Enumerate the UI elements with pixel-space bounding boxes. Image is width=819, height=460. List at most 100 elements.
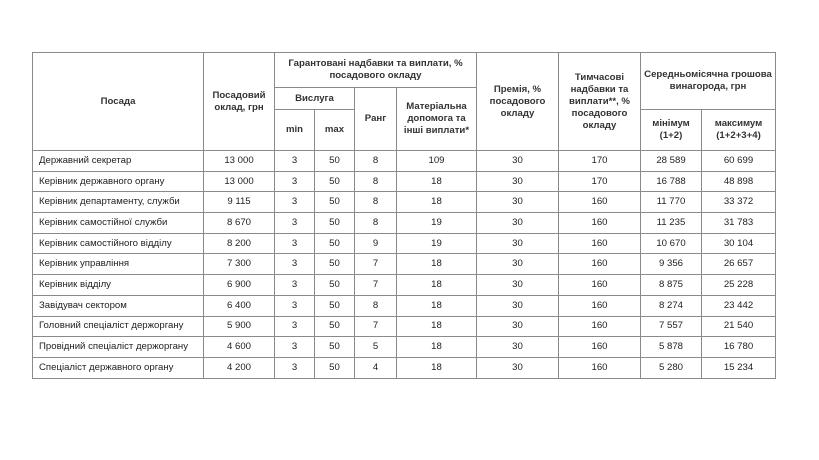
cell-salary: 5 900 (203, 315, 275, 338)
cell-temporary: 160 (558, 212, 641, 234)
cell-salary: 13 000 (203, 170, 275, 193)
header-rank: Ранг (354, 87, 397, 151)
table-row: Головний спеціаліст держоргану 5 900 3 50 7 1… (32, 315, 777, 338)
cell-rank: 8 (354, 170, 397, 193)
cell-rank: 5 (354, 336, 397, 358)
cell-salary: 9 115 (203, 191, 275, 214)
cell-seniority-min: 3 (274, 336, 315, 358)
table-row: Керівник самостійного відділу 8 200 3 50 9 19… (32, 232, 777, 255)
cell-temporary: 160 (558, 294, 641, 317)
cell-material: 18 (396, 191, 477, 214)
cell-avg-min: 11 235 (640, 212, 702, 234)
cell-position: Керівник управління (32, 253, 204, 276)
cell-seniority-max: 50 (314, 253, 355, 276)
cell-bonus: 30 (476, 191, 559, 214)
cell-seniority-max: 50 (314, 170, 355, 193)
cell-seniority-min: 3 (274, 253, 315, 276)
cell-position: Державний секретар (32, 150, 204, 172)
cell-seniority-max: 50 (314, 232, 355, 255)
header-bonus: Премія, % посадового окладу (476, 52, 559, 151)
cell-seniority-min: 3 (274, 150, 315, 172)
cell-position: Керівник самостійного відділу (32, 232, 204, 255)
cell-temporary: 160 (558, 232, 641, 255)
cell-material: 18 (396, 356, 477, 379)
salary-table: Посада Посадовий оклад, грн Гарантовані … (32, 52, 777, 379)
cell-position: Керівник департаменту, служби (32, 191, 204, 214)
cell-seniority-min: 3 (274, 212, 315, 234)
cell-avg-min: 8 274 (640, 294, 702, 317)
cell-position: Головний спеціаліст держоргану (32, 315, 204, 338)
cell-avg-min: 8 875 (640, 274, 702, 296)
cell-position: Керівник самостійної служби (32, 212, 204, 234)
cell-bonus: 30 (476, 170, 559, 193)
cell-avg-min: 7 557 (640, 315, 702, 338)
header-guaranteed: Гарантовані надбавки та виплати, % посад… (274, 52, 477, 88)
cell-seniority-max: 50 (314, 315, 355, 338)
cell-rank: 8 (354, 191, 397, 214)
cell-rank: 7 (354, 253, 397, 276)
cell-avg-max: 60 699 (700, 150, 777, 172)
header-max: max (314, 109, 355, 151)
cell-seniority-max: 50 (314, 356, 355, 379)
cell-material: 19 (396, 212, 477, 234)
cell-temporary: 160 (558, 191, 641, 214)
cell-material: 18 (396, 253, 477, 276)
cell-material: 109 (396, 150, 477, 172)
cell-position: Спеціаліст державного органу (32, 356, 204, 379)
cell-seniority-max: 50 (314, 294, 355, 317)
cell-avg-max: 30 104 (700, 232, 777, 255)
cell-seniority-max: 50 (314, 150, 355, 172)
header-avg-max: максимум (1+2+3+4) (700, 109, 777, 151)
cell-bonus: 30 (476, 150, 559, 172)
cell-seniority-max: 50 (314, 191, 355, 214)
cell-seniority-min: 3 (274, 191, 315, 214)
header-salary: Посадовий оклад, грн (203, 52, 275, 151)
cell-rank: 7 (354, 315, 397, 338)
cell-temporary: 160 (558, 274, 641, 296)
table-row: Керівник управління 7 300 3 50 7 18 30 160 9 356… (32, 253, 777, 276)
cell-avg-max: 31 783 (700, 212, 777, 234)
cell-seniority-min: 3 (274, 315, 315, 338)
header-material: Матеріальна допомога та інші виплати* (396, 87, 477, 151)
cell-salary: 7 300 (203, 253, 275, 276)
cell-salary: 8 670 (203, 212, 275, 234)
header-temporary: Тимчасові надбавки та виплати**, % посад… (558, 52, 641, 151)
table-row: Провідний спеціаліст держоргану 4 600 3 50 5… (32, 336, 777, 358)
cell-avg-max: 23 442 (700, 294, 777, 317)
cell-material: 18 (396, 170, 477, 193)
cell-rank: 8 (354, 294, 397, 317)
cell-seniority-min: 3 (274, 274, 315, 296)
cell-temporary: 160 (558, 336, 641, 358)
table-row: Керівник відділу 6 900 3 50 7 18 30 160 8 875 25 … (32, 274, 777, 296)
cell-bonus: 30 (476, 336, 559, 358)
cell-salary: 6 900 (203, 274, 275, 296)
cell-position: Провідний спеціаліст держоргану (32, 336, 204, 358)
cell-salary: 4 600 (203, 336, 275, 358)
cell-bonus: 30 (476, 294, 559, 317)
cell-material: 18 (396, 336, 477, 358)
cell-rank: 4 (354, 356, 397, 379)
cell-avg-min: 5 878 (640, 336, 702, 358)
cell-material: 18 (396, 294, 477, 317)
cell-position: Керівник державного органу (32, 170, 204, 193)
cell-avg-min: 9 356 (640, 253, 702, 276)
table-row: Спеціаліст державного органу 4 200 3 50 4 18 3… (32, 356, 777, 379)
cell-material: 18 (396, 315, 477, 338)
cell-seniority-max: 50 (314, 274, 355, 296)
cell-salary: 4 200 (203, 356, 275, 379)
cell-rank: 8 (354, 150, 397, 172)
cell-salary: 8 200 (203, 232, 275, 255)
cell-seniority-max: 50 (314, 212, 355, 234)
cell-rank: 7 (354, 274, 397, 296)
cell-avg-min: 5 280 (640, 356, 702, 379)
cell-temporary: 160 (558, 315, 641, 338)
table-row: Керівник департаменту, служби 9 115 3 50 8 18… (32, 191, 777, 214)
cell-avg-max: 33 372 (700, 191, 777, 214)
cell-bonus: 30 (476, 274, 559, 296)
cell-temporary: 160 (558, 356, 641, 379)
cell-avg-min: 16 788 (640, 170, 702, 193)
header-min: min (274, 109, 315, 151)
cell-material: 19 (396, 232, 477, 255)
cell-salary: 13 000 (203, 150, 275, 172)
cell-rank: 9 (354, 232, 397, 255)
